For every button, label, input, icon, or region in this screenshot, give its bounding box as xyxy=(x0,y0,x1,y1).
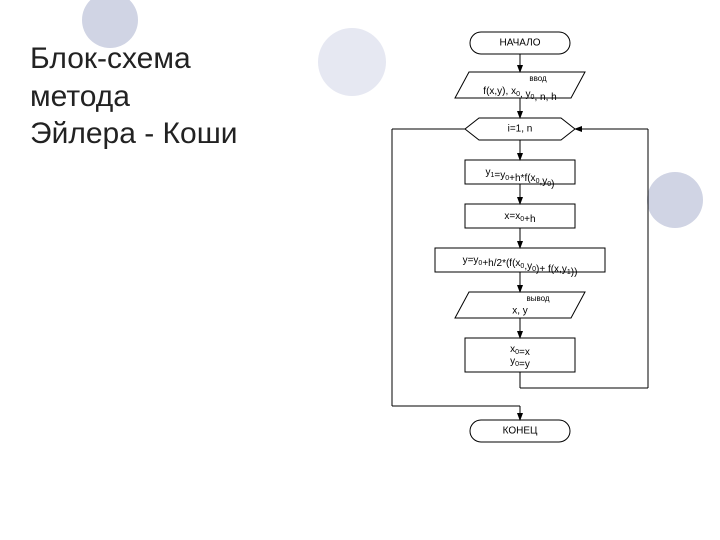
node-output: вывод x, y xyxy=(455,292,585,318)
svg-text:i=1, n: i=1, n xyxy=(508,124,533,135)
node-p2: x=x0+h xyxy=(465,204,575,228)
svg-text:ввод: ввод xyxy=(529,74,547,83)
page-title: Блок-схема метода Эйлера - Коши xyxy=(30,40,238,153)
svg-text:КОНЕЦ: КОНЕЦ xyxy=(503,426,538,437)
svg-text:НАЧАЛО: НАЧАЛО xyxy=(499,38,540,49)
node-start: НАЧАЛО xyxy=(470,32,570,54)
flowchart: НАЧАЛОвводf(x,y), x0, y0, n, hi=1, ny1=y… xyxy=(370,20,700,530)
svg-text:вывод: вывод xyxy=(526,294,549,303)
node-end: КОНЕЦ xyxy=(470,420,570,442)
node-p4: x0=xy0=y xyxy=(465,338,575,372)
svg-text:x, y: x, y xyxy=(512,306,528,317)
node-loop: i=1, n xyxy=(465,118,575,140)
